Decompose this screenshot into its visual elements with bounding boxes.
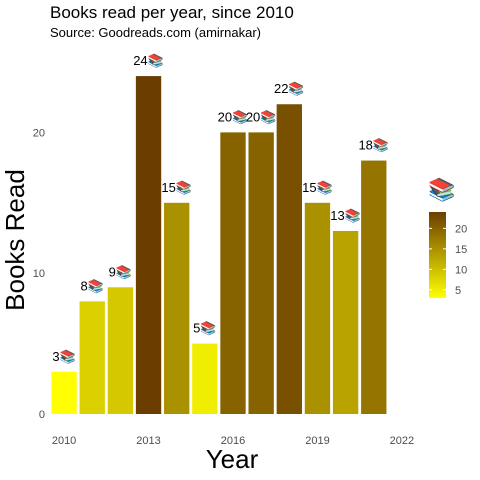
bar-label: 18📚 [358,138,389,153]
bar-label: 24📚 [133,53,164,68]
bar [164,202,190,414]
chart-subtitle: Source: Goodreads.com (amirnakar) [50,25,261,40]
plot-area: 0 10 20 2010 2013 2016 2019 2022 3📚 8📚 9📚 24📚 15📚 5📚 2… [33,53,414,447]
legend-tick-label: 15 [455,244,467,256]
bar-label: 15📚 [302,180,333,195]
x-axis-title: Year [206,444,259,474]
x-tick-label: 2019 [305,435,329,447]
legend-tick-label: 20 [455,223,467,235]
bar-label: 20📚 [246,109,277,124]
bar [332,230,359,414]
legend-colorbar [429,212,446,298]
bar [79,301,105,414]
bar-label: 9📚 [109,264,132,279]
y-axis-title: Books Read [0,169,30,311]
bar-label: 13📚 [330,208,361,223]
legend: 📚 5 10 15 20 [428,177,467,298]
bar [135,76,162,414]
y-tick-label: 20 [33,127,45,139]
bar-label: 8📚 [81,278,104,293]
y-tick-label: 10 [33,268,45,280]
x-tick-label: 2010 [52,435,76,447]
bar [248,132,274,414]
bar-label: 15📚 [161,180,192,195]
x-tick-label: 2016 [221,435,245,447]
bar [51,371,77,414]
bar-label: 20📚 [218,109,249,124]
legend-tick-label: 10 [455,264,467,276]
bar [220,132,246,414]
y-tick-label: 0 [39,409,45,421]
x-tick-label: 2013 [136,435,160,447]
legend-title: 📚 [428,177,455,202]
bar-label: 3📚 [52,349,75,364]
bar [192,343,218,414]
bar [107,287,134,414]
bar [361,160,387,414]
legend-tick-label: 5 [455,285,461,297]
chart-title: Books read per year, since 2010 [50,3,294,22]
bar-label: 22📚 [274,81,305,96]
bar-label: 5📚 [193,321,216,336]
bar [276,104,302,415]
bar [304,202,331,414]
x-tick-label: 2022 [390,435,414,447]
